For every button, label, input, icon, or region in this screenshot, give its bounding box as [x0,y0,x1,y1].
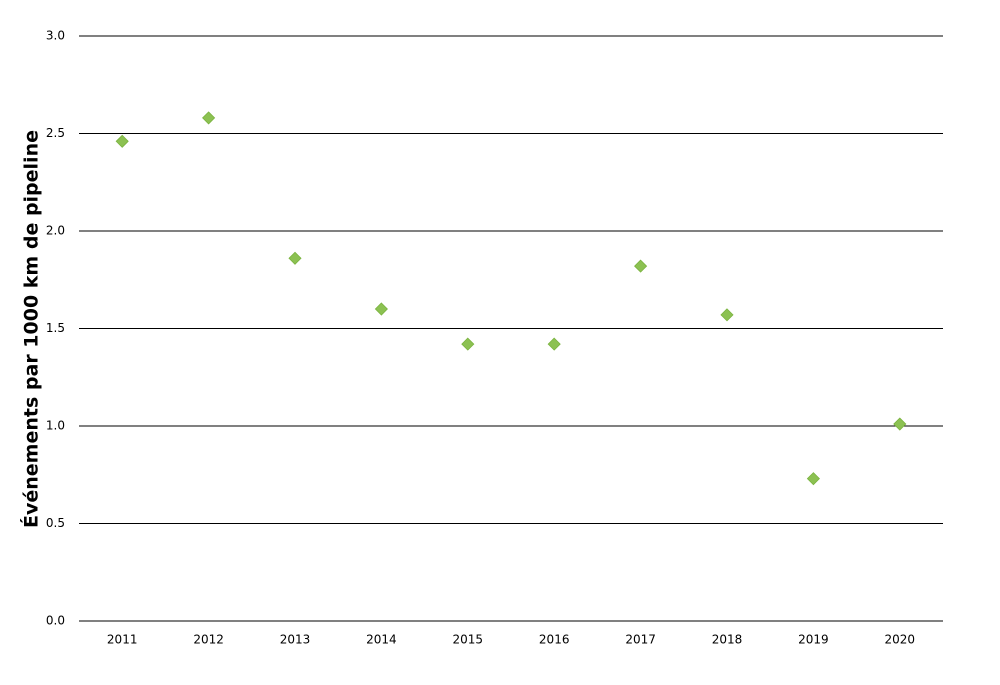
y-tick-label: 3.0 [46,29,65,43]
y-tick-label: 2.5 [46,126,65,140]
point [461,337,475,351]
x-tick-label: 2012 [193,633,224,647]
x-tick-label: 2018 [712,633,743,647]
point [720,308,734,322]
x-tick-label: 2019 [798,633,829,647]
y-tick-label: 1.5 [46,321,65,335]
point [806,472,820,486]
x-tick-label: 2011 [107,633,138,647]
y-tick-label: 1.0 [46,419,65,433]
y-tick-label: 0.0 [46,614,65,628]
point [547,337,561,351]
y-axis-label: Événements par 1000 km de pipeline [20,130,43,528]
x-tick-label: 2017 [625,633,656,647]
x-tick-label: 2020 [885,633,916,647]
point [374,302,388,316]
y-tick-label: 2.0 [46,224,65,238]
x-tick-label: 2015 [453,633,484,647]
y-tick-label: 0.5 [46,516,65,530]
point [634,259,648,273]
x-tick-label: 2014 [366,633,397,647]
point [115,134,129,148]
point [288,251,302,265]
point [893,417,907,431]
point [202,111,216,125]
x-tick-label: 2013 [280,633,311,647]
x-tick-label: 2016 [539,633,570,647]
